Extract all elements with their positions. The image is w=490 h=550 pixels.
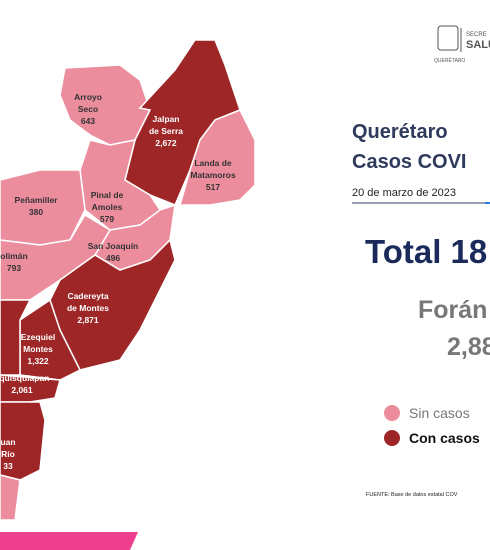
title: Casos COVI [352, 151, 466, 173]
logo-state: QUERÉTARO [434, 57, 465, 64]
region-cases: 1,322 [27, 356, 49, 366]
map-labels: Arroyo Seco 643 Jalpan de Serra 2,672 Landa de… [0, 92, 236, 471]
total: Total 18 [365, 233, 487, 270]
title: Querétaro [352, 121, 448, 143]
legend-label: Con casos [409, 430, 480, 446]
legend-swatch [384, 430, 400, 446]
region-name: Río [1, 449, 15, 459]
region-name: uan [0, 437, 15, 447]
region-name: Montes [23, 344, 53, 354]
source: FUENTE: Base de datos estatal COV [366, 492, 458, 498]
region [179, 109, 256, 206]
region-name: Matamoros [190, 170, 236, 180]
region [0, 374, 61, 403]
region-name: Amoles [92, 202, 123, 212]
region-name: Cadereyta [67, 291, 108, 301]
region-cases: 2,061 [11, 385, 33, 395]
region-cases: 2,672 [155, 138, 177, 148]
region-name: Seco [78, 104, 98, 114]
region-name: Ezequiel [21, 332, 55, 342]
region [49, 238, 176, 371]
region-name: San Joaquín [88, 241, 139, 251]
region-cases: 2,871 [77, 315, 99, 325]
legend-label: Sin casos [409, 405, 470, 421]
foreign-label: Forán [418, 296, 487, 324]
banner [0, 532, 138, 550]
region-cases: 517 [206, 182, 220, 192]
region-name: olimán [0, 251, 27, 261]
date: 20 de marzo de 2023 [352, 187, 456, 199]
logo-agency-2: SALU [466, 39, 490, 51]
region-name: Jalpan [153, 114, 180, 124]
region-name: Landa de [194, 158, 232, 168]
region-cases: 643 [81, 116, 95, 126]
region [59, 64, 151, 146]
logo: SECRE SALU QUERÉTARO [434, 25, 490, 64]
region-name: Pinal de [91, 190, 124, 200]
region-cases: 579 [100, 214, 114, 224]
region [0, 474, 21, 521]
region-name: de Montes [67, 303, 109, 313]
foreign-value: 2,88 [447, 333, 490, 361]
region-cases: 380 [29, 207, 43, 217]
region-name: equisquiapan [0, 373, 49, 383]
region-name: de Serra [149, 126, 183, 136]
region-cases: 793 [7, 263, 21, 273]
legend-swatch [384, 405, 400, 421]
region [0, 401, 46, 481]
map [0, 39, 256, 521]
logo-agency: SECRE [466, 32, 487, 38]
region-cases: 33 [3, 461, 13, 471]
region-cases: 496 [106, 253, 120, 263]
logo-icon [437, 25, 459, 51]
region-name: Arroyo [74, 92, 102, 102]
region [0, 299, 32, 376]
region-name: Peñamiller [15, 195, 59, 205]
